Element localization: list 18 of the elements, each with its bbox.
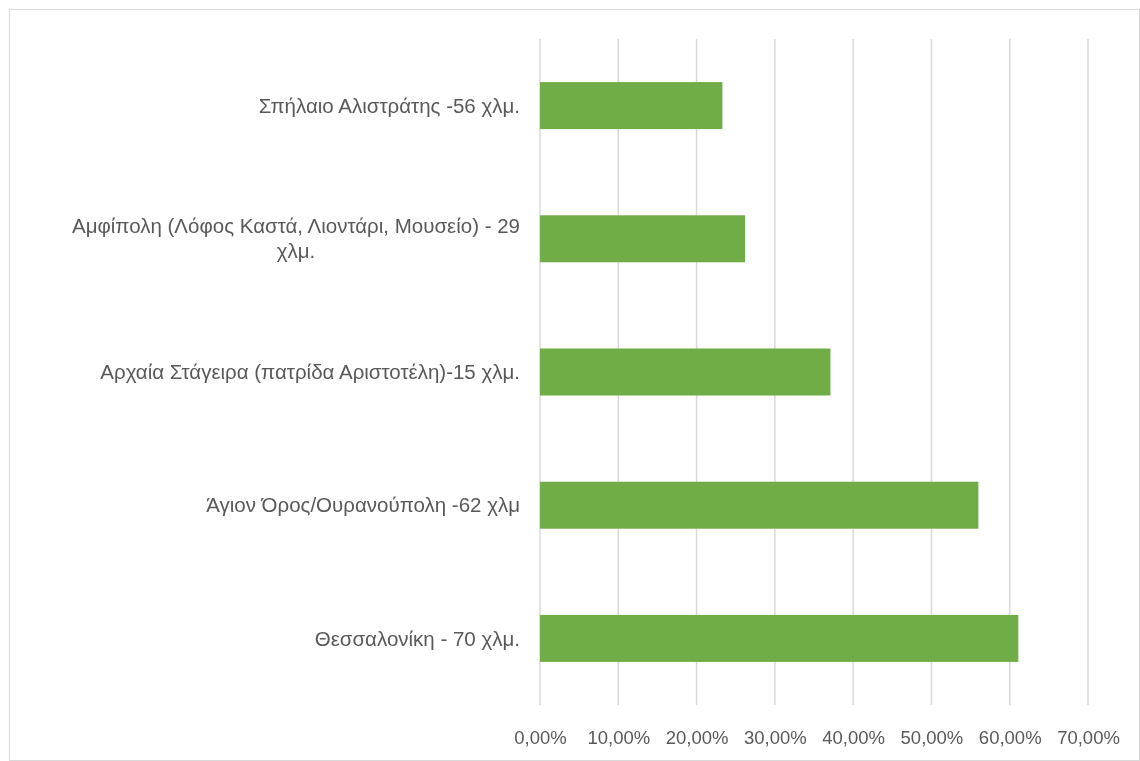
y-tick-label: Αρχαία Στάγειρα (πατρίδα Αριστοτέλη)-15 χλμ. — [100, 360, 520, 384]
bar — [540, 614, 1019, 662]
x-tick-label: 40,00% — [822, 727, 886, 749]
x-tick-label: 60,00% — [978, 727, 1042, 749]
bar — [540, 348, 831, 396]
bar — [540, 82, 723, 130]
bar — [540, 481, 979, 529]
y-tick-label: Σπήλαιο Αλιστράτης -56 χλμ. — [258, 93, 520, 117]
x-tick-label: 50,00% — [900, 727, 964, 749]
y-tick-label: Αμφίπολη (Λόφος Καστά, Λιοντάρι, Μουσείο) - 29 χλμ. — [71, 214, 520, 263]
y-tick-label: Άγιον Όρος/Ουρανούπολη -62 χλμ — [206, 493, 520, 517]
x-tick-label: 20,00% — [665, 727, 729, 749]
y-tick-label: Θεσσαλονίκη - 70 χλμ. — [314, 626, 520, 650]
x-tick-label: 70,00% — [1057, 727, 1120, 749]
x-tick-label: 0,00% — [514, 727, 567, 749]
x-tick-label: 30,00% — [743, 727, 807, 749]
x-tick-label: 10,00% — [587, 727, 651, 749]
bar — [540, 215, 746, 263]
